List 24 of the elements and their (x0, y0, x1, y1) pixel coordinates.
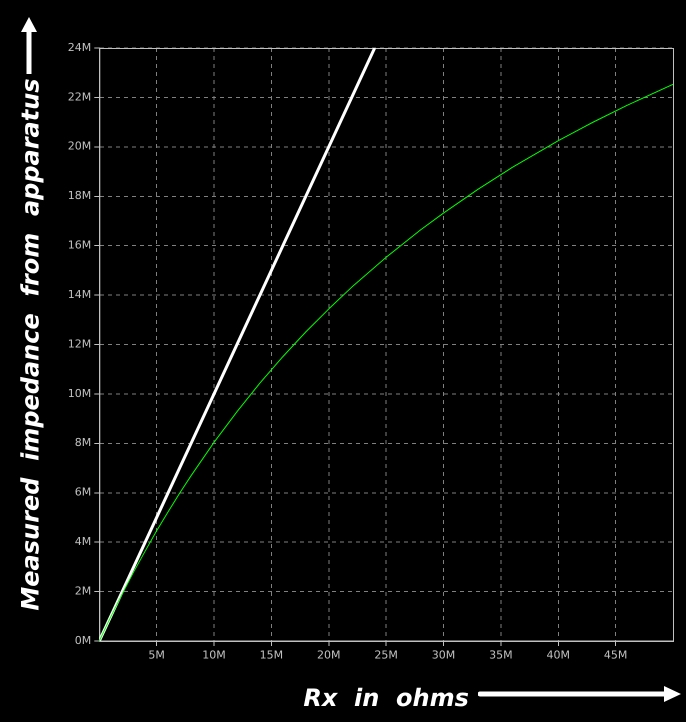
y-tick-label: 24M (68, 40, 92, 54)
y-tick-label: 8M (74, 436, 92, 450)
x-tick-label: 40M (546, 648, 570, 662)
x-tick-label: 45M (604, 648, 628, 662)
y-tick-label: 4M (74, 535, 92, 548)
y-axis-title: Measured impedance from apparatus (16, 78, 45, 611)
y-tick-label: 20M (68, 140, 92, 153)
x-axis-title: Rx in ohms (303, 684, 469, 712)
y-tick-label: 0M (74, 634, 92, 647)
y-tick-label: 2M (74, 584, 92, 598)
y-tick-label: 14M (68, 288, 92, 301)
y-tick-label: 22M (68, 90, 92, 104)
x-tick-label: 15M (260, 648, 284, 662)
x-tick-label: 5M (148, 648, 165, 662)
y-tick-label: 12M (68, 337, 92, 350)
x-tick-label: 30M (432, 648, 456, 662)
x-tick-label: 10M (202, 648, 226, 662)
y-tick-label: 10M (68, 386, 92, 400)
x-tick-label: 25M (374, 648, 398, 662)
x-tick-label: 20M (317, 648, 341, 662)
y-tick-label: 6M (74, 486, 92, 499)
y-tick-label: 18M (68, 189, 92, 202)
y-tick-label: 16M (68, 238, 92, 252)
x-tick-label: 35M (489, 648, 513, 662)
